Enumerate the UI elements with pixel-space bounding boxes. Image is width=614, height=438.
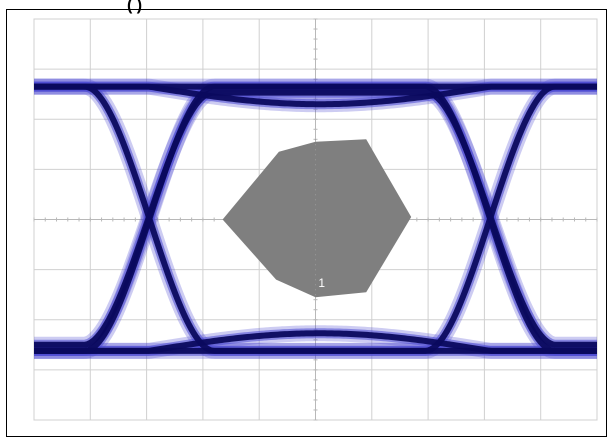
mask-region: 1 — [222, 139, 412, 298]
eye-diagram-frame: ( ) 1 — [6, 0, 607, 437]
mask-label: 1 — [318, 276, 325, 290]
eye-traces — [28, 78, 603, 359]
trace-high-dip — [33, 83, 598, 108]
trace-rise-edge-outer — [33, 89, 598, 348]
trace-falling-rising — [33, 83, 598, 354]
mask-polygon — [222, 139, 412, 298]
eye-diagram-chart: 1 — [28, 18, 603, 421]
trace-low-rise — [33, 330, 598, 354]
title-fragment: ( ) — [127, 0, 143, 14]
